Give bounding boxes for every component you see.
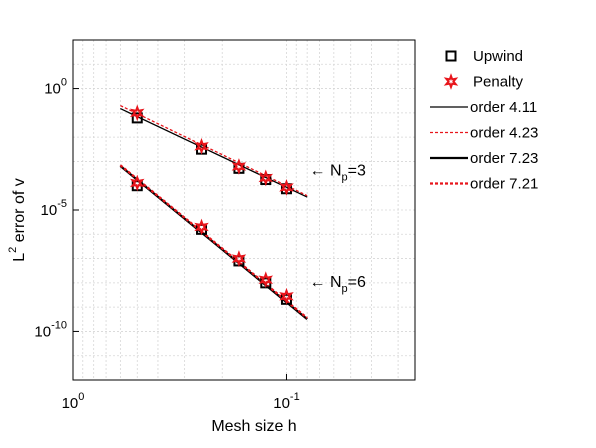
legend-label: order 4.23: [470, 125, 538, 142]
penalty-point: [279, 287, 294, 305]
star-marker-icon: [443, 73, 459, 90]
x-tick-label: 10-1: [273, 391, 299, 412]
legend-entry: order 4.11: [430, 99, 537, 116]
upwind-point: [131, 112, 143, 124]
y-tick-label: 10-10: [34, 319, 67, 340]
np-annotation: ← Np=3: [310, 163, 366, 184]
penalty-point: [194, 218, 209, 236]
np-annotation: ← Np=6: [310, 274, 366, 295]
penalty-point: [258, 169, 274, 187]
legend-entry: order 7.21: [430, 176, 538, 193]
series-line: [119, 164, 308, 319]
legend-label: Penalty: [473, 74, 524, 91]
y-tick-label: 10-5: [41, 198, 67, 219]
x-axis-label: Mesh size h: [211, 418, 296, 435]
annotations: ← Np=3 ← Np=6: [310, 163, 366, 295]
legend-label: order 7.21: [470, 176, 538, 193]
penalty-point: [129, 174, 145, 192]
penalty-point: [194, 137, 209, 155]
penalty-point: [231, 158, 247, 175]
legend: Upwind Penalty order 4.11 order 4.23 order 7…: [430, 48, 538, 193]
legend-entry: Penalty: [443, 73, 524, 91]
legend-label: order 7.23: [470, 150, 538, 167]
series-line: [120, 107, 308, 198]
legend-label: Upwind: [473, 48, 523, 65]
penalty-point: [258, 271, 274, 289]
plot-area-frame: [72, 39, 416, 381]
legend-label: order 4.11: [470, 99, 537, 116]
legend-entry: Upwind: [445, 48, 523, 65]
x-tick-label: 100: [62, 391, 85, 412]
y-tick-label: 100: [44, 77, 67, 98]
penalty-point: [129, 104, 145, 122]
square-marker-icon: [445, 50, 457, 62]
y-axis-label: L2 error of v: [7, 178, 28, 262]
legend-entry: order 4.23: [430, 125, 538, 142]
series-line: [120, 104, 308, 197]
grid-lines: [72, 39, 415, 381]
series-layer: [119, 104, 308, 321]
axis-ticks: 100 10-1 100 10-5 10-10: [34, 77, 299, 412]
penalty-point: [231, 250, 247, 267]
penalty-point: [279, 179, 294, 196]
legend-entry: order 7.23: [430, 150, 538, 167]
